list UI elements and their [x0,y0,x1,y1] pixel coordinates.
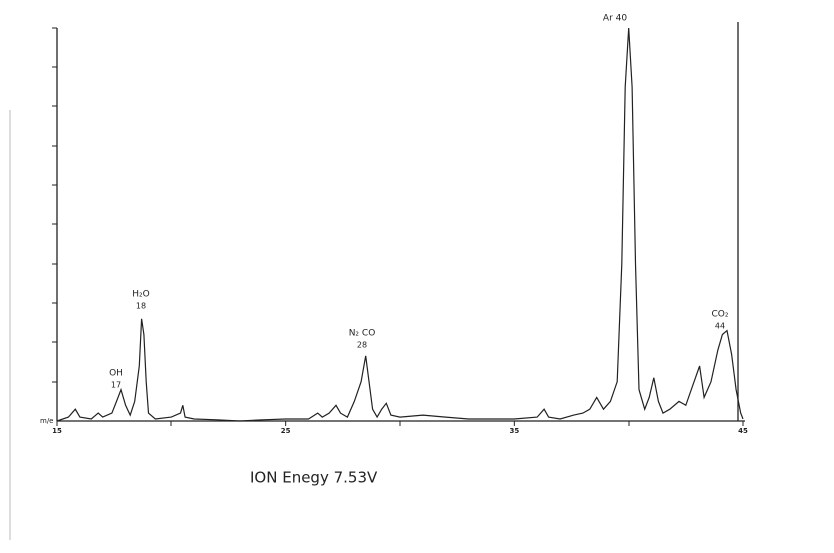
x-tick-label: 45 [738,427,748,435]
peak-mass: 18 [136,302,146,311]
caption: ION Enegy 7.53V [250,469,378,487]
x-tick-label: 35 [509,427,519,435]
peak-label: CO₂ [712,310,729,320]
peak-label: N₂ CO [349,329,376,339]
spectrum-line [56,27,744,422]
peak-mass: 28 [357,341,367,350]
peak-label: H₂O [132,290,149,300]
minor-x-ticks [170,421,630,426]
peak-label: Ar 40 [603,14,627,24]
peak-mass: 44 [715,322,725,331]
x-tick-label: 25 [281,427,291,435]
y-tick-marks [52,27,57,383]
peak-mass: 17 [111,381,121,390]
x-axis-label: m/e [40,417,53,425]
peak-label: OH [109,369,123,379]
x-tick-label: 15 [52,427,62,435]
